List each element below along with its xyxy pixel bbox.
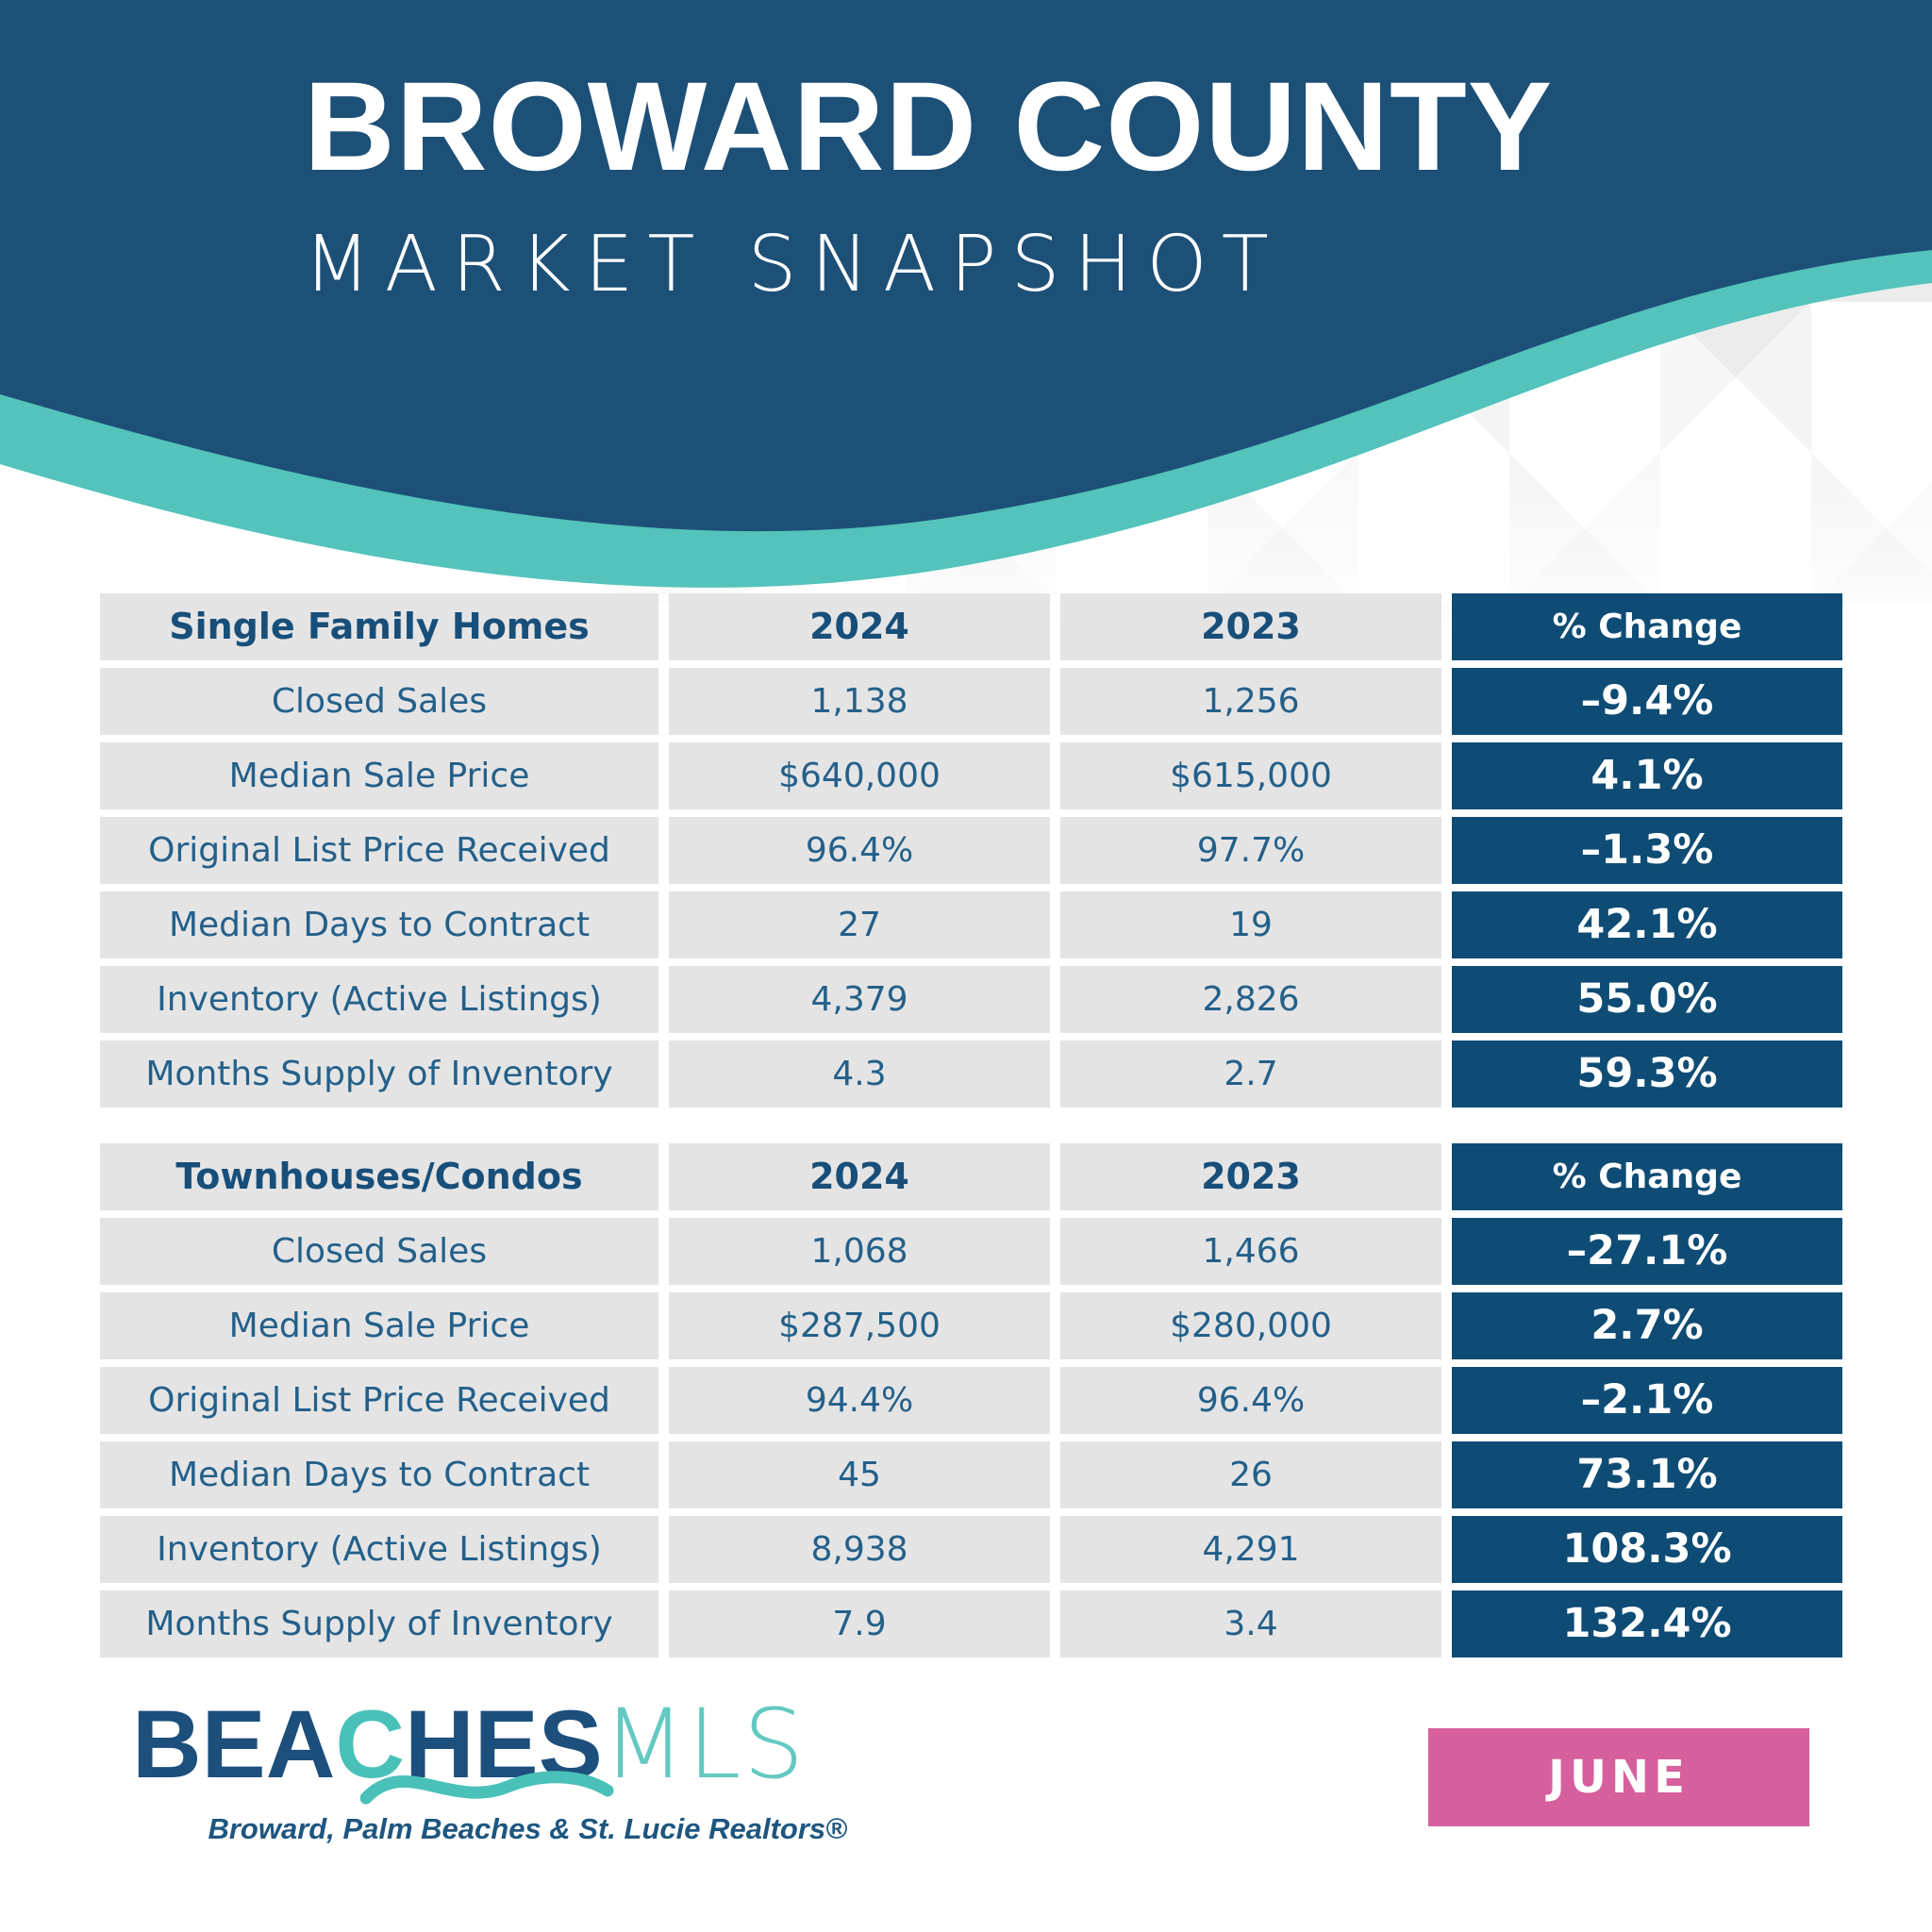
value-change: –2.1% (1452, 1367, 1842, 1434)
value-change: 59.3% (1452, 1041, 1842, 1108)
table-title: Townhouses/Condos (100, 1143, 658, 1210)
value-2023: 96.4% (1060, 1367, 1441, 1434)
value-change: 2.7% (1452, 1292, 1842, 1359)
value-2023: 26 (1060, 1441, 1441, 1508)
col-header-change: % Change (1452, 593, 1842, 660)
value-2023: 2.7 (1060, 1041, 1441, 1108)
col-header-2023: 2023 (1060, 1143, 1441, 1210)
col-header-2023: 2023 (1060, 593, 1441, 660)
value-2024: 7.9 (669, 1591, 1050, 1657)
row-label: Inventory (Active Listings) (100, 1516, 658, 1583)
row-label: Original List Price Received (100, 817, 658, 884)
value-2023: 4,291 (1060, 1516, 1441, 1583)
page-subtitle: MARKET SNAPSHOT (304, 220, 1283, 310)
value-2024: 8,938 (669, 1516, 1050, 1583)
value-change: –27.1% (1452, 1218, 1842, 1285)
value-2023: 1,256 (1060, 668, 1441, 735)
value-2024: 96.4% (669, 817, 1050, 884)
value-2024: 94.4% (669, 1367, 1050, 1434)
logo-text-mls: MLS (602, 1689, 807, 1801)
header-wave (0, 0, 1932, 588)
value-2023: 19 (1060, 891, 1441, 958)
value-change: 4.1% (1452, 742, 1842, 809)
row-label: Median Days to Contract (100, 891, 658, 958)
value-change: –1.3% (1452, 817, 1842, 884)
row-label: Closed Sales (100, 1218, 658, 1285)
table-title: Single Family Homes (100, 593, 658, 660)
col-header-change: % Change (1452, 1143, 1842, 1210)
value-2024: $287,500 (669, 1292, 1050, 1359)
value-change: 132.4% (1452, 1591, 1842, 1657)
value-2023: 97.7% (1060, 817, 1441, 884)
header: BROWARD COUNTY MARKET SNAPSHOT (304, 57, 1554, 310)
row-label: Months Supply of Inventory (100, 1591, 658, 1657)
value-change: 73.1% (1452, 1441, 1842, 1508)
page-title: BROWARD COUNTY (304, 57, 1554, 197)
row-label: Median Sale Price (100, 1292, 658, 1359)
townhouses-condos-table: Townhouses/Condos 2024 2023% Change Closed … (100, 1143, 1842, 1657)
value-change: 55.0% (1452, 966, 1842, 1033)
single-family-homes-table: Single Family Homes 2024 2023% Change Close… (100, 593, 1842, 1108)
row-label: Closed Sales (100, 668, 658, 735)
row-label: Median Sale Price (100, 742, 658, 809)
value-2023: 2,826 (1060, 966, 1441, 1033)
value-change: –9.4% (1452, 668, 1842, 735)
value-2024: 1,138 (669, 668, 1050, 735)
logo-text-bea: BEA (132, 1690, 336, 1798)
row-label: Inventory (Active Listings) (100, 966, 658, 1033)
col-header-2024: 2024 (669, 593, 1050, 660)
row-label: Months Supply of Inventory (100, 1041, 658, 1108)
month-button[interactable]: JUNE (1428, 1728, 1809, 1826)
logo-wordmark: BEACHESMLS (132, 1696, 847, 1805)
logo-wave-c: C (335, 1690, 406, 1798)
value-2024: $640,000 (669, 742, 1050, 809)
value-2024: 4,379 (669, 966, 1050, 1033)
logo-tagline: Broward, Palm Beaches & St. Lucie Realto… (208, 1812, 847, 1845)
col-header-2024: 2024 (669, 1143, 1050, 1210)
row-label: Original List Price Received (100, 1367, 658, 1434)
logo-text-hes: HES (405, 1690, 603, 1798)
value-2023: $615,000 (1060, 742, 1441, 809)
value-2024: 45 (669, 1441, 1050, 1508)
value-change: 108.3% (1452, 1516, 1842, 1583)
value-change: 42.1% (1452, 891, 1842, 958)
beaches-mls-logo: BEACHESMLS Broward, Palm Beaches & St. L… (132, 1696, 847, 1846)
header-wave-navy (0, 0, 1932, 532)
value-2023: 3.4 (1060, 1591, 1441, 1657)
value-2023: 1,466 (1060, 1218, 1441, 1285)
value-2024: 27 (669, 891, 1050, 958)
value-2024: 1,068 (669, 1218, 1050, 1285)
value-2024: 4.3 (669, 1041, 1050, 1108)
value-2023: $280,000 (1060, 1292, 1441, 1359)
row-label: Median Days to Contract (100, 1441, 658, 1508)
